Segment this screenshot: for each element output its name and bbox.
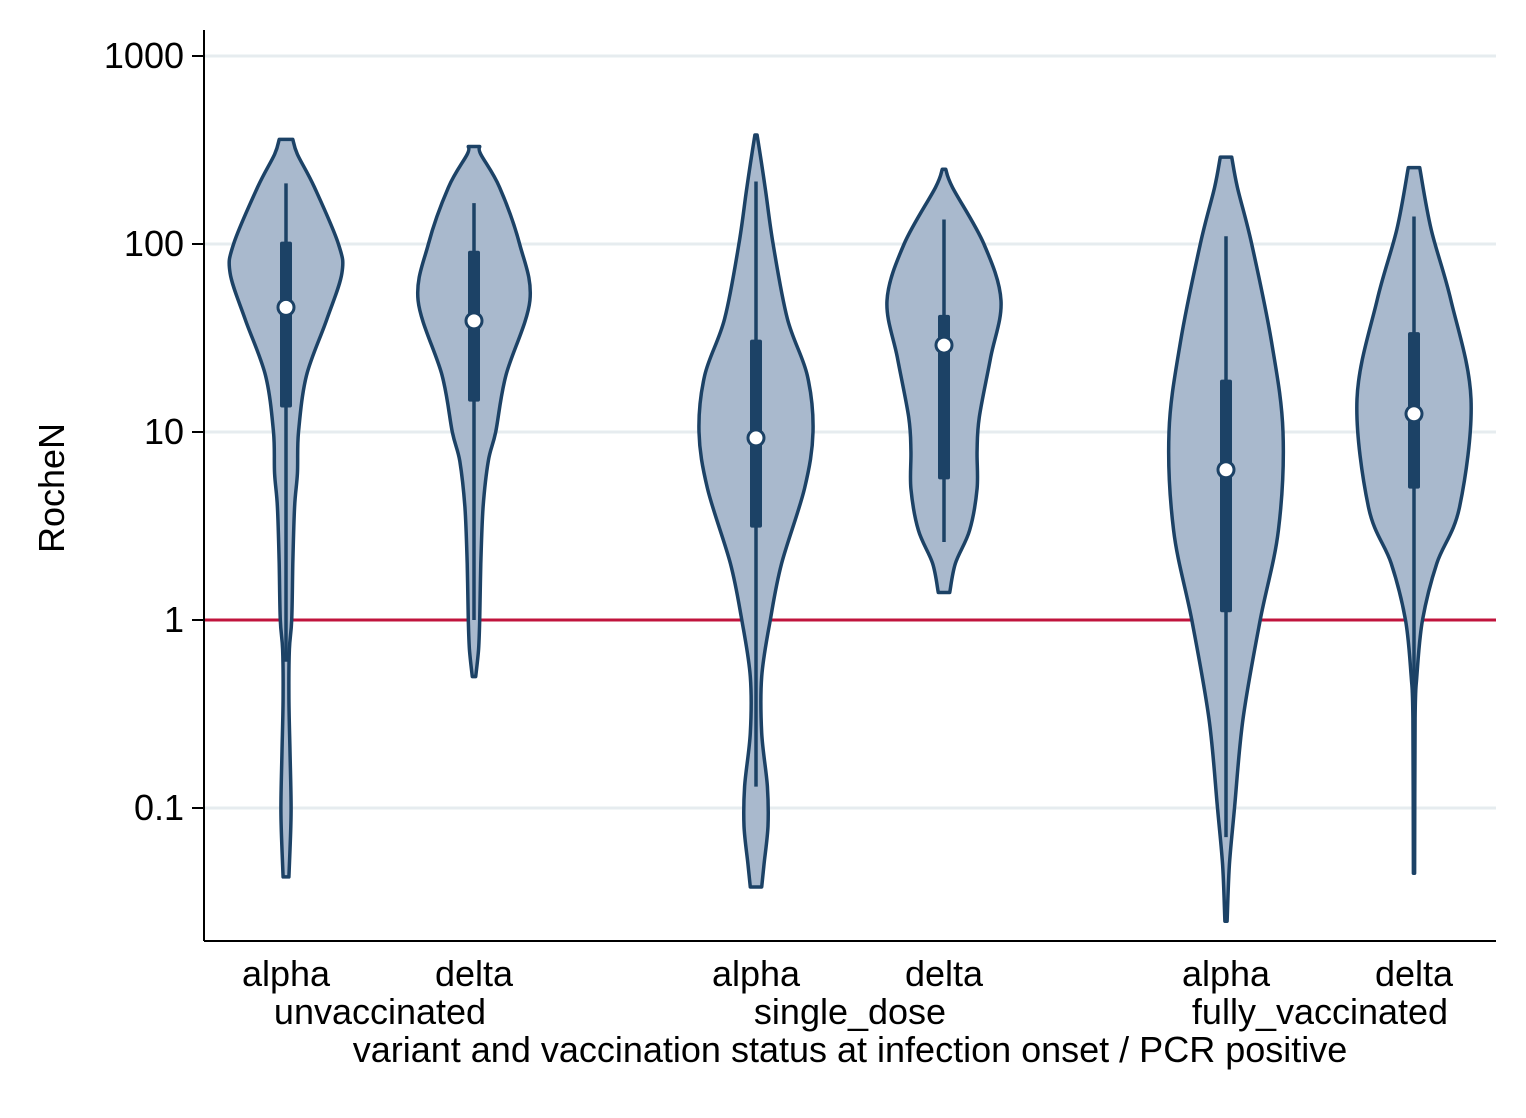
violin-single_dose-alpha: [697, 133, 815, 889]
x-group-label: single_dose: [754, 991, 946, 1032]
violin-single_dose-delta: [885, 167, 1003, 595]
y-axis-title: RocheN: [31, 423, 72, 553]
violin-median-marker: [1216, 460, 1236, 480]
y-tick-label: 1000: [104, 35, 184, 76]
x-category-label: alpha: [1182, 953, 1271, 994]
y-tick-label: 1: [164, 599, 184, 640]
axes: [203, 30, 1496, 942]
violin-fully_vaccinated-alpha: [1166, 155, 1286, 923]
x-group-label: fully_vaccinated: [1192, 991, 1448, 1032]
y-ticks: 0.1 1 10 100 1000: [104, 35, 204, 828]
x-category-label: delta: [435, 953, 514, 994]
violin-unvaccinated-delta: [415, 144, 533, 679]
x-category-label: delta: [905, 953, 984, 994]
violins: [227, 133, 1473, 923]
y-tick-label: 0.1: [134, 787, 184, 828]
violin-median-marker: [276, 297, 296, 317]
y-tick-label: 10: [144, 411, 184, 452]
violin-median-marker: [746, 428, 766, 448]
violin-iqr-box: [1220, 379, 1232, 613]
x-category-label: alpha: [712, 953, 801, 994]
x-category-label: delta: [1375, 953, 1454, 994]
violin-fully_vaccinated-delta: [1355, 165, 1473, 875]
grid-lines: [204, 54, 1496, 810]
y-tick-label: 100: [124, 223, 184, 264]
violin-iqr-box: [938, 314, 950, 480]
violin-iqr-box: [280, 241, 292, 408]
violin-median-marker: [934, 335, 954, 355]
x-category-label: alpha: [242, 953, 331, 994]
violin-unvaccinated-alpha: [227, 137, 345, 879]
violin-median-marker: [464, 311, 484, 331]
x-axis-title: variant and vaccination status at infect…: [353, 1029, 1348, 1070]
x-group-label: unvaccinated: [274, 991, 486, 1032]
violin-median-marker: [1404, 404, 1424, 424]
